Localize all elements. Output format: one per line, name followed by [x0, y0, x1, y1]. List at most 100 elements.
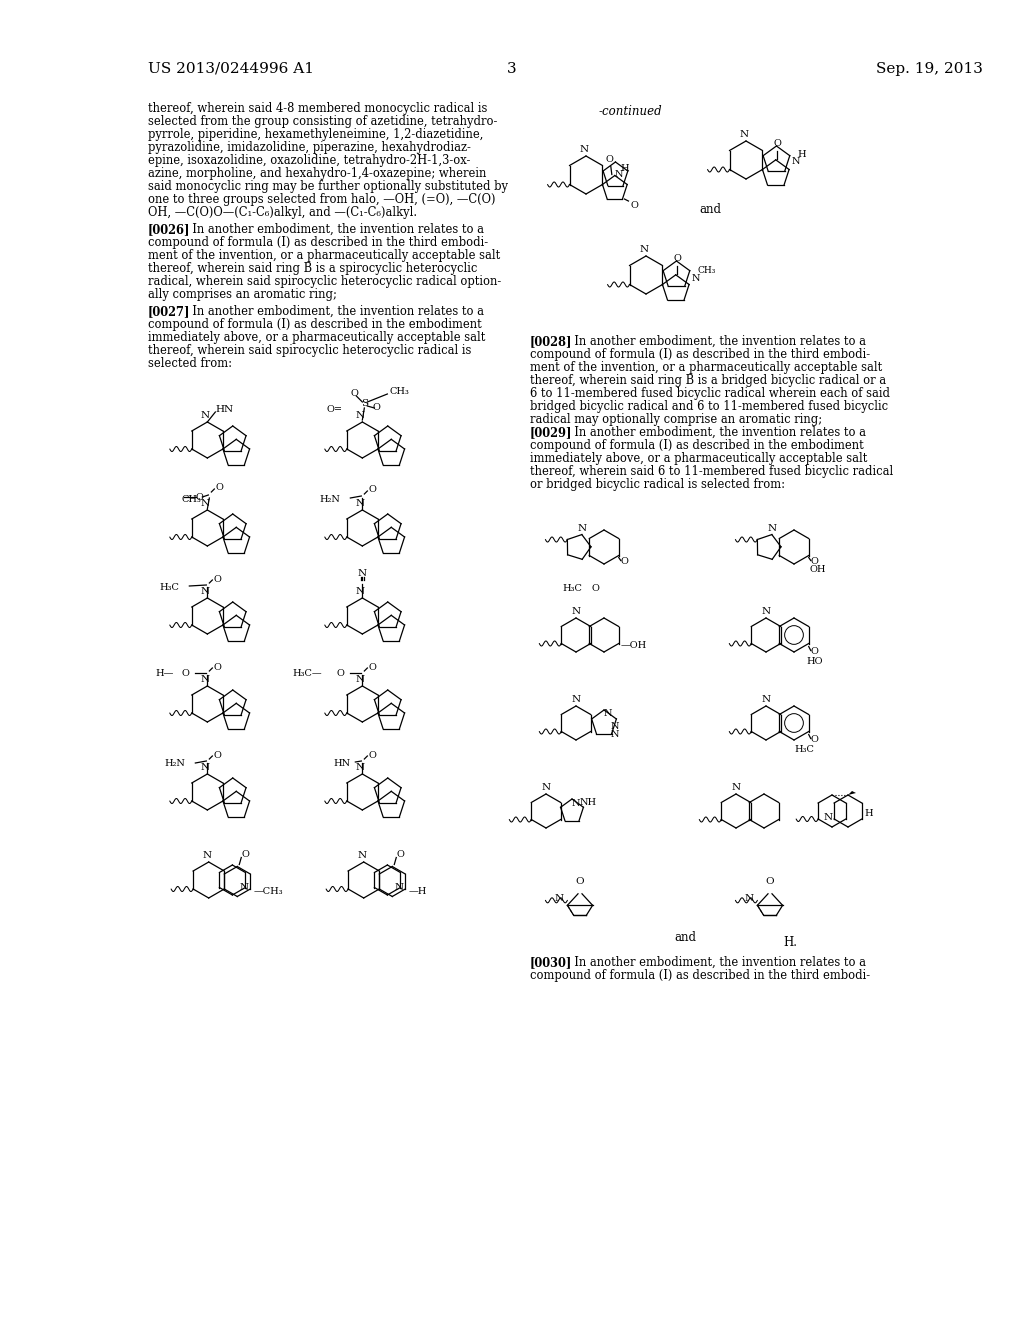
Text: OH, —C(O)O—(C₁-C₆)alkyl, and —(C₁-C₆)alkyl.: OH, —C(O)O—(C₁-C₆)alkyl, and —(C₁-C₆)alk…: [148, 206, 417, 219]
Text: O: O: [811, 735, 818, 744]
Text: pyrrole, piperidine, hexamethyleneimine, 1,2-diazetidine,: pyrrole, piperidine, hexamethyleneimine,…: [148, 128, 483, 141]
Text: O: O: [592, 583, 600, 593]
Text: selected from:: selected from:: [148, 356, 232, 370]
Text: pyrazolidine, imidazolidine, piperazine, hexahydrodiaz-: pyrazolidine, imidazolidine, piperazine,…: [148, 141, 471, 154]
Text: compound of formula (I) as described in the third embodi-: compound of formula (I) as described in …: [530, 969, 870, 982]
Text: O: O: [213, 574, 221, 583]
Text: US 2013/0244996 A1: US 2013/0244996 A1: [148, 62, 314, 77]
Text: said monocyclic ring may be further optionally substituted by: said monocyclic ring may be further opti…: [148, 180, 508, 193]
Text: H: H: [621, 164, 630, 173]
Text: O: O: [213, 751, 221, 759]
Text: HN: HN: [215, 404, 233, 413]
Text: N: N: [355, 587, 365, 597]
Text: [0028]: [0028]: [530, 335, 572, 348]
Text: In another embodiment, the invention relates to a: In another embodiment, the invention rel…: [567, 426, 866, 440]
Text: thereof, wherein said spirocyclic heterocyclic radical is: thereof, wherein said spirocyclic hetero…: [148, 345, 471, 356]
Text: H₃C: H₃C: [795, 744, 815, 754]
Text: H₃C—: H₃C—: [293, 668, 323, 677]
Text: N: N: [571, 696, 581, 704]
Text: O: O: [396, 850, 404, 859]
Text: N: N: [201, 763, 210, 772]
Text: N: N: [580, 145, 589, 154]
Text: N: N: [578, 524, 587, 532]
Text: one to three groups selected from halo, —OH, (=O), —C(O): one to three groups selected from halo, …: [148, 193, 496, 206]
Text: compound of formula (I) as described in the third embodi-: compound of formula (I) as described in …: [530, 348, 870, 360]
Text: N: N: [691, 275, 699, 282]
Text: In another embodiment, the invention relates to a: In another embodiment, the invention rel…: [185, 223, 484, 236]
Text: N: N: [604, 710, 612, 718]
Text: CH₃: CH₃: [389, 388, 410, 396]
Text: N: N: [355, 763, 365, 772]
Text: Sep. 19, 2013: Sep. 19, 2013: [876, 62, 983, 77]
Text: O: O: [196, 492, 204, 502]
Text: [0030]: [0030]: [530, 956, 572, 969]
Text: H₂N: H₂N: [165, 759, 185, 768]
Text: —CH₃: —CH₃: [253, 887, 283, 895]
Text: N: N: [355, 675, 365, 684]
Text: N: N: [355, 411, 365, 420]
Text: radical, wherein said spirocyclic heterocyclic radical option-: radical, wherein said spirocyclic hetero…: [148, 275, 502, 288]
Text: N: N: [394, 883, 403, 892]
Text: —OH: —OH: [621, 642, 647, 649]
Text: O: O: [215, 483, 223, 492]
Text: or bridged bicyclic radical is selected from:: or bridged bicyclic radical is selected …: [530, 478, 785, 491]
Text: radical may optionally comprise an aromatic ring;: radical may optionally comprise an aroma…: [530, 413, 822, 426]
Text: O: O: [350, 389, 358, 399]
Text: [0027]: [0027]: [148, 305, 190, 318]
Text: N: N: [571, 607, 581, 616]
Text: [0026]: [0026]: [148, 223, 190, 236]
Text: N: N: [357, 851, 367, 861]
Text: OH: OH: [810, 565, 826, 573]
Text: N: N: [355, 499, 365, 508]
Text: H.: H.: [783, 936, 797, 949]
Text: N: N: [739, 129, 749, 139]
Text: CH₃: CH₃: [181, 495, 202, 503]
Text: N: N: [610, 730, 618, 739]
Text: H₂N: H₂N: [319, 495, 340, 503]
Text: O: O: [575, 876, 585, 886]
Text: In another embodiment, the invention relates to a: In another embodiment, the invention rel…: [567, 335, 866, 348]
Text: -continued: -continued: [598, 106, 662, 117]
Text: N: N: [639, 246, 648, 253]
Text: selected from the group consisting of azetidine, tetrahydro-: selected from the group consisting of az…: [148, 115, 498, 128]
Text: H: H: [865, 809, 873, 818]
Text: N: N: [767, 524, 776, 532]
Text: O: O: [766, 876, 774, 886]
Text: immediately above, or a pharmaceutically acceptable salt: immediately above, or a pharmaceutically…: [530, 451, 867, 465]
Text: O: O: [631, 201, 638, 210]
Text: O=: O=: [327, 404, 342, 413]
Text: N: N: [823, 813, 833, 821]
Text: N: N: [731, 783, 740, 792]
Text: N: N: [201, 675, 210, 684]
Text: compound of formula (I) as described in the third embodi-: compound of formula (I) as described in …: [148, 236, 488, 249]
Text: N: N: [762, 607, 771, 616]
Text: O: O: [606, 154, 613, 164]
Text: compound of formula (I) as described in the embodiment: compound of formula (I) as described in …: [530, 440, 864, 451]
Text: N: N: [554, 894, 563, 903]
Text: azine, morpholine, and hexahydro-1,4-oxazepine; wherein: azine, morpholine, and hexahydro-1,4-oxa…: [148, 168, 486, 180]
Text: and: and: [699, 203, 721, 216]
Text: O: O: [811, 647, 818, 656]
Text: H₃C: H₃C: [160, 582, 179, 591]
Text: O: O: [242, 850, 249, 859]
Text: ment of the invention, or a pharmaceutically acceptable salt: ment of the invention, or a pharmaceutic…: [148, 249, 501, 261]
Text: and: and: [674, 931, 696, 944]
Text: H: H: [797, 150, 806, 158]
Text: O: O: [674, 253, 682, 263]
Text: CH₃: CH₃: [697, 267, 716, 275]
Text: ally comprises an aromatic ring;: ally comprises an aromatic ring;: [148, 288, 337, 301]
Text: N: N: [792, 157, 800, 166]
Text: N: N: [610, 722, 618, 731]
Text: O: O: [621, 557, 629, 566]
Text: N: N: [201, 587, 210, 597]
Text: N: N: [744, 894, 754, 903]
Text: thereof, wherein said 4-8 membered monocyclic radical is: thereof, wherein said 4-8 membered monoc…: [148, 102, 487, 115]
Text: In another embodiment, the invention relates to a: In another embodiment, the invention rel…: [567, 956, 866, 969]
Text: thereof, wherein said ring B is a bridged bicyclic radical or a: thereof, wherein said ring B is a bridge…: [530, 374, 886, 387]
Text: N: N: [201, 411, 210, 420]
Text: O: O: [811, 557, 818, 566]
Text: N: N: [542, 783, 551, 792]
Text: epine, isoxazolidine, oxazolidine, tetrahydro-2H-1,3-ox-: epine, isoxazolidine, oxazolidine, tetra…: [148, 154, 470, 168]
Text: —H: —H: [409, 887, 427, 895]
Text: 3: 3: [507, 62, 517, 77]
